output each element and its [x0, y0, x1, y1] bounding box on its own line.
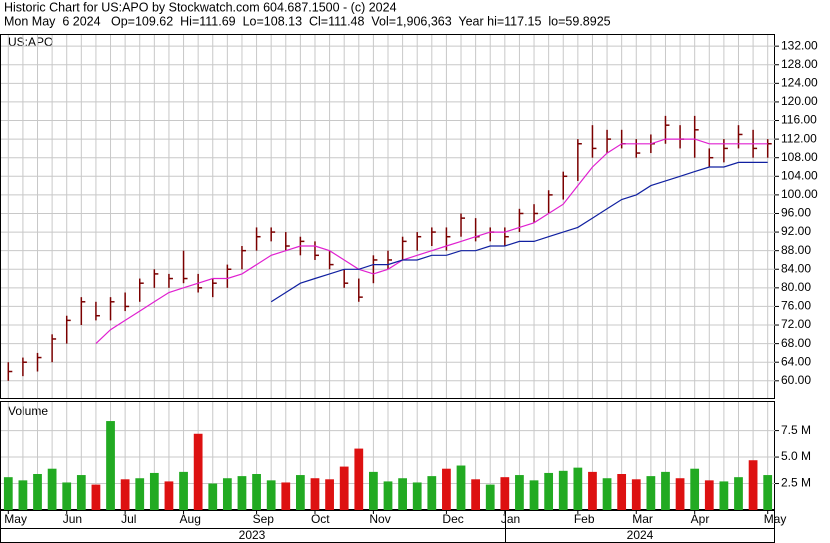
moving-average: [270, 161, 768, 303]
y-tick-label: 2.5 M: [781, 476, 811, 490]
y-tick-label: 112.00: [781, 131, 817, 145]
volume-bar: [704, 480, 714, 510]
volume-bar: [544, 472, 554, 510]
volume-bar: [442, 468, 451, 510]
y-tick-label: 100.00: [781, 187, 818, 201]
price-frame: [0, 34, 775, 399]
volume-bar: [588, 471, 597, 510]
volume-bar: [412, 482, 422, 510]
volume-bar: [485, 484, 495, 510]
volume-bar: [266, 480, 276, 510]
volume-bar: [3, 477, 13, 510]
volume-bar: [646, 476, 656, 510]
volume-bar: [325, 479, 334, 510]
y-tick-label: 60.00: [781, 373, 811, 387]
volume-bar: [734, 477, 743, 510]
volume-bar: [120, 479, 130, 510]
year-axis: [0, 528, 775, 543]
year-label: 2023: [239, 528, 266, 542]
volume-bar: [179, 471, 188, 510]
volume-bar: [47, 468, 57, 510]
x-tick-label: Nov: [369, 512, 390, 526]
y-tick-label: 7.5 M: [781, 423, 811, 437]
y-tick-label: 64.00: [781, 354, 811, 368]
x-tick-label: Jan: [501, 512, 520, 526]
y-tick-label: 5.0 M: [781, 449, 811, 463]
y-tick-label: 76.00: [781, 299, 811, 313]
volume-bar: [310, 478, 320, 510]
y-tick-label: 124.00: [781, 76, 818, 90]
volume-bar: [500, 477, 510, 510]
x-tick-label: Jul: [121, 512, 136, 526]
y-tick-label: 108.00: [781, 150, 818, 164]
volume-bar: [164, 481, 174, 510]
volume-bar: [456, 465, 466, 510]
year-label: 2024: [627, 528, 654, 542]
quote-line: Mon May 6 2024 Op=109.62 Hi=111.69 Lo=10…: [4, 14, 611, 28]
volume-bar: [208, 483, 218, 510]
volume-bar: [719, 481, 729, 510]
volume-bar: [76, 475, 86, 510]
volume-bar: [558, 470, 568, 510]
x-tick-label: Jun: [63, 512, 82, 526]
volume-bar: [383, 481, 393, 510]
y-tick-label: 116.00: [781, 113, 817, 127]
volume-bar: [690, 468, 700, 510]
volume-bar: [369, 471, 378, 510]
volume-bar: [295, 475, 305, 510]
volume-bar: [62, 482, 72, 510]
volume-bar: [252, 474, 261, 510]
volume-bar: [515, 475, 524, 510]
x-tick-label: Oct: [311, 512, 330, 526]
y-tick-label: 132.00: [781, 38, 818, 52]
x-tick-label: Aug: [180, 512, 201, 526]
volume-bar: [675, 478, 685, 510]
volume-bar: [398, 478, 407, 510]
volume-bar: [237, 476, 247, 510]
x-tick-label: May: [764, 512, 787, 526]
y-tick-label: 80.00: [781, 280, 811, 294]
x-tick-label: May: [4, 512, 27, 526]
volume-bar: [106, 421, 115, 510]
y-tick-label: 68.00: [781, 336, 811, 350]
volume-bar: [661, 471, 670, 510]
chart-title: Historic Chart for US:APO by Stockwatch.…: [4, 0, 397, 14]
x-tick-label: Dec: [442, 512, 463, 526]
volume-bar: [91, 484, 101, 510]
volume-bar: [354, 448, 364, 510]
volume-bar: [193, 433, 203, 510]
volume-bar: [281, 482, 291, 510]
panel-label: US:APO: [8, 35, 53, 49]
x-tick-label: Feb: [574, 512, 595, 526]
volume-bar: [631, 479, 641, 510]
volume-bar: [748, 460, 758, 510]
volume-bar: [149, 472, 159, 510]
y-tick-label: 88.00: [781, 243, 811, 257]
volume-bar: [602, 478, 612, 510]
volume-bar: [339, 466, 349, 510]
volume-bar: [763, 475, 773, 510]
y-tick-label: 120.00: [781, 94, 818, 108]
volume-bar: [18, 480, 28, 510]
x-tick-label: Apr: [691, 512, 710, 526]
y-tick-label: 92.00: [781, 224, 811, 238]
volume-bar: [617, 474, 627, 510]
moving-average: [95, 138, 768, 345]
y-tick-label: 84.00: [781, 261, 811, 275]
volume-bar: [135, 478, 145, 510]
y-tick-label: 96.00: [781, 206, 811, 220]
volume-bar: [529, 480, 539, 510]
x-tick-label: Sep: [253, 512, 275, 526]
volume-bar: [471, 479, 481, 510]
volume-bar: [427, 476, 437, 510]
x-tick-label: Mar: [632, 512, 653, 526]
volume-bar: [33, 474, 42, 510]
y-tick-label: 128.00: [781, 57, 818, 71]
y-tick-label: 72.00: [781, 317, 811, 331]
panel-label: Volume: [8, 404, 48, 418]
y-tick-label: 104.00: [781, 168, 818, 182]
volume-bar: [573, 467, 583, 510]
volume-bar: [222, 478, 232, 510]
